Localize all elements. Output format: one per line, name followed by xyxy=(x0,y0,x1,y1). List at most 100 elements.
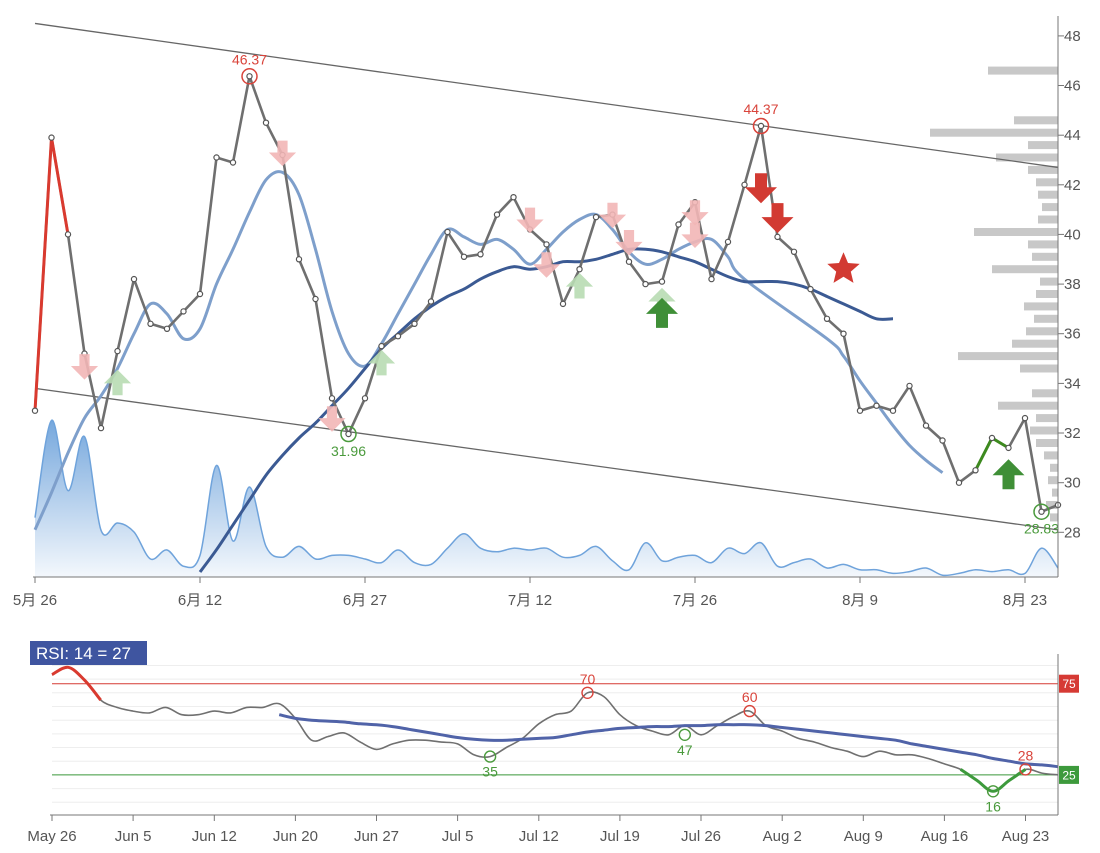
price-point xyxy=(741,181,748,188)
rsi-highlight-segment xyxy=(959,768,1027,793)
rsi-x-tick-label: Aug 23 xyxy=(1002,828,1050,845)
low-marker xyxy=(1033,503,1050,520)
rsi-level-label: 25 xyxy=(1062,768,1076,782)
volume-profile-layer xyxy=(930,66,1058,522)
rsi-axes: 75 25 May 26 Jun 5 Jun 12 Jun 20 Jun 27 Jul 5 Ju… xyxy=(27,654,1079,845)
signal-star xyxy=(827,252,860,283)
channel-lower-line xyxy=(34,387,1059,531)
price-point xyxy=(840,330,847,337)
rsi-x-tick-label: Jul 5 xyxy=(442,828,474,845)
price-point xyxy=(543,241,550,248)
volume-profile-bar xyxy=(1042,203,1058,212)
rsi-badge-background xyxy=(30,641,147,665)
price-point xyxy=(559,300,567,308)
y-tick-label: 48 xyxy=(1064,28,1081,45)
sell-signal-arrow xyxy=(761,203,794,234)
high-marker xyxy=(752,117,770,135)
price-point xyxy=(378,342,385,350)
channel-lines-layer xyxy=(34,22,1059,531)
price-point xyxy=(477,251,484,258)
rsi-low-marker xyxy=(678,728,691,741)
x-tick-label: 7月 26 xyxy=(673,592,717,609)
ma-long-line xyxy=(198,247,894,573)
volume-profile-bar xyxy=(958,352,1058,361)
channel-upper-line xyxy=(34,22,1059,169)
rsi-high-label: 60 xyxy=(742,689,758,705)
y-tick-label: 34 xyxy=(1064,375,1081,392)
rsi-grid xyxy=(52,665,1058,803)
sell-signal-arrow xyxy=(615,230,643,256)
volume-profile-bar xyxy=(1020,364,1058,373)
price-point xyxy=(361,395,369,402)
rsi-badge-label: RSI: 14 = 27 xyxy=(36,644,131,663)
price-point xyxy=(955,479,963,486)
price-point xyxy=(97,424,105,432)
rsi-annotations-layer: 70 60 28 35 47 16 xyxy=(482,671,1033,815)
volume-profile-bar xyxy=(974,228,1058,236)
volume-area-line xyxy=(34,419,1059,577)
price-point xyxy=(213,154,220,161)
x-tick-label: 7月 12 xyxy=(508,592,552,609)
y-tick-label: 42 xyxy=(1064,177,1081,194)
price-point xyxy=(823,315,831,322)
price-point xyxy=(246,73,253,80)
price-point xyxy=(873,402,880,409)
buy-signal-arrow xyxy=(367,349,396,376)
y-tick-label: 46 xyxy=(1064,78,1081,95)
price-point xyxy=(460,253,468,260)
price-point xyxy=(493,211,501,218)
sell-signal-arrow xyxy=(70,354,99,380)
price-point xyxy=(114,347,121,355)
volume-profile-bar xyxy=(1038,190,1058,199)
price-point xyxy=(295,256,303,263)
volume-profile-bar xyxy=(992,265,1058,274)
volume-area-layer xyxy=(34,419,1059,577)
rsi-low-marker xyxy=(483,750,497,763)
rsi-x-tick-label: Aug 16 xyxy=(921,828,969,845)
sell-signal-arrow xyxy=(598,202,627,229)
y-tick-label: 30 xyxy=(1064,475,1081,492)
rsi-x-tick-label: Jun 5 xyxy=(115,828,152,845)
price-series-layer xyxy=(31,73,1062,515)
price-point xyxy=(757,122,765,130)
volume-profile-bar xyxy=(1032,389,1058,398)
rsi-high-marker xyxy=(743,704,756,718)
price-point xyxy=(856,407,864,414)
price-point xyxy=(427,298,435,305)
volume-profile-bar xyxy=(1048,476,1058,485)
price-point xyxy=(411,320,418,327)
y-tick-label: 40 xyxy=(1064,226,1081,243)
volume-profile-bar xyxy=(1036,290,1058,298)
price-point xyxy=(642,280,649,288)
y-tick-label: 28 xyxy=(1064,524,1081,541)
rsi-high-label: 70 xyxy=(580,671,596,687)
price-point xyxy=(774,233,781,241)
price-point xyxy=(510,193,517,201)
price-point xyxy=(922,422,930,429)
rsi-x-tick-label: Aug 9 xyxy=(844,828,883,845)
volume-profile-bar xyxy=(1026,327,1058,336)
price-panel: 46.37 44.37 31.96 28.83 28 30 32 34 36 38 40 42 44 4… xyxy=(13,16,1081,609)
price-point xyxy=(64,231,72,238)
volume-profile-bar xyxy=(988,66,1058,75)
price-point xyxy=(1038,508,1045,515)
price-point xyxy=(1021,414,1029,422)
rsi-low-label: 16 xyxy=(985,798,1001,814)
volume-profile-bar xyxy=(1034,314,1058,323)
price-point xyxy=(262,119,270,126)
sell-signal-arrow xyxy=(745,173,777,204)
buy-signal-arrow xyxy=(103,369,132,396)
rsi-low-marker xyxy=(986,785,1000,798)
price-point xyxy=(807,285,814,293)
sell-signal-arrow xyxy=(532,252,561,278)
rsi-x-tick-label: Jul 19 xyxy=(600,828,640,845)
price-point xyxy=(625,258,633,265)
sell-signal-arrow xyxy=(318,406,346,432)
price-point xyxy=(394,333,402,340)
price-point xyxy=(48,134,55,141)
rsi-series-layer xyxy=(51,665,1059,793)
rsi-low-label: 47 xyxy=(677,742,693,758)
price-point xyxy=(180,308,187,315)
